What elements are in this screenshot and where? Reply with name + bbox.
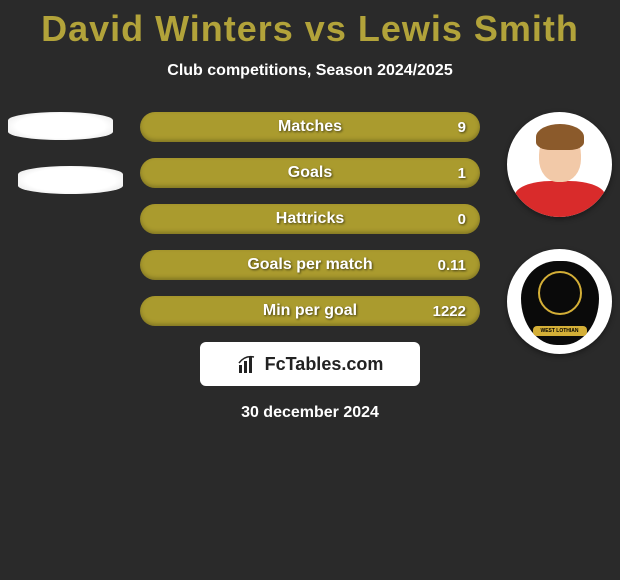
stat-bar: Matches 9 [140, 112, 480, 142]
stat-label: Min per goal [263, 302, 357, 320]
stat-label: Matches [278, 118, 342, 136]
stat-bar: Goals per match 0.11 [140, 250, 480, 280]
page-title: David Winters vs Lewis Smith [0, 0, 620, 50]
player-left-avatar-placeholder-1 [8, 112, 113, 140]
logo-text: FcTables.com [265, 354, 384, 375]
player-right-avatar [507, 112, 612, 217]
club-badge-banner: WEST LOTHIAN [533, 326, 587, 336]
stat-right-value: 1222 [433, 303, 466, 320]
stat-label: Goals per match [247, 256, 372, 274]
stat-bars: Matches 9 Goals 1 Hattricks 0 Goals per … [140, 112, 480, 326]
fctables-logo: FcTables.com [200, 342, 420, 386]
stat-bar: Min per goal 1222 [140, 296, 480, 326]
stat-bar: Goals 1 [140, 158, 480, 188]
stat-label: Goals [288, 164, 332, 182]
stat-right-value: 9 [458, 119, 466, 136]
stat-bar: Hattricks 0 [140, 204, 480, 234]
chart-bars-icon [237, 353, 259, 375]
stat-right-value: 1 [458, 165, 466, 182]
club-right-badge: WEST LOTHIAN [507, 249, 612, 354]
date-text: 30 december 2024 [0, 404, 620, 422]
stat-right-value: 0 [458, 211, 466, 228]
subtitle: Club competitions, Season 2024/2025 [0, 62, 620, 80]
club-left-avatar-placeholder [18, 166, 123, 194]
comparison-content: WEST LOTHIAN Matches 9 Goals 1 Hattricks… [0, 112, 620, 422]
stat-label: Hattricks [276, 210, 344, 228]
stat-right-value: 0.11 [438, 257, 466, 274]
